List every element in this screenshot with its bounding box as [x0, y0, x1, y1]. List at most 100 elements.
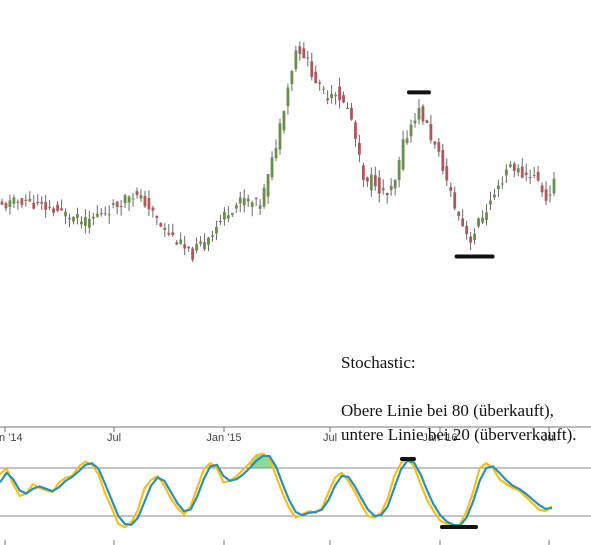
- candle-up: [489, 200, 492, 205]
- candle-up: [103, 213, 107, 215]
- candle-down: [115, 201, 119, 207]
- candle-down: [365, 177, 369, 182]
- candle-up: [485, 212, 488, 221]
- candle-up: [179, 239, 183, 244]
- candle-up: [334, 94, 337, 97]
- candle-up: [417, 107, 421, 120]
- candle-up: [274, 148, 278, 159]
- candle-down: [544, 189, 548, 201]
- candle-down: [377, 177, 381, 194]
- candle-down: [342, 95, 345, 103]
- candle-up: [68, 217, 71, 220]
- candle-down: [40, 201, 44, 204]
- candle-up: [195, 244, 198, 251]
- candle-up: [266, 174, 270, 197]
- candle-down: [318, 82, 322, 84]
- candle-up: [393, 179, 397, 189]
- candle-down: [425, 120, 429, 123]
- candle-down: [373, 175, 377, 187]
- candle-up: [111, 203, 115, 205]
- candle-up: [258, 205, 262, 209]
- candle-down: [171, 232, 175, 236]
- candle-down: [385, 193, 389, 196]
- candle-down: [135, 191, 139, 196]
- candle-up: [80, 221, 83, 225]
- candle-down: [453, 192, 457, 209]
- candle-up: [389, 185, 393, 191]
- candle-up: [83, 217, 87, 227]
- candle-down: [187, 246, 191, 249]
- candle-up: [91, 216, 95, 219]
- candle-up: [76, 214, 79, 219]
- candle-up: [64, 211, 67, 217]
- oscillator-extreme-markers: [400, 457, 478, 529]
- stochastic-annotation: Stochastic: Obere Linie bei 80 (überkauf…: [341, 327, 591, 471]
- candle-down: [155, 216, 159, 218]
- candle-down: [175, 242, 179, 245]
- candle-down: [512, 163, 516, 171]
- candle-down: [20, 198, 24, 205]
- candle-up: [12, 197, 16, 204]
- candle-up: [516, 168, 520, 173]
- candle-up: [493, 194, 496, 198]
- candle-up: [234, 205, 238, 209]
- candle-down: [469, 236, 473, 243]
- candle-up: [413, 120, 417, 124]
- price-candlestick-panel: [0, 41, 556, 262]
- candle-up: [548, 194, 552, 196]
- time-axis: Jan '14 Jul Jan '15 Jul Jan '16 Jul: [0, 426, 591, 444]
- candle-down: [52, 208, 56, 213]
- candle-up: [72, 216, 75, 222]
- candle-up: [330, 93, 334, 99]
- candle-down: [461, 218, 465, 227]
- bottom-axis-ticks: [4, 540, 550, 545]
- candle-up: [508, 164, 512, 167]
- candle-up: [203, 242, 206, 250]
- candle-down: [445, 166, 449, 181]
- candle-up: [369, 174, 373, 191]
- candle-up: [28, 199, 32, 202]
- candle-up: [270, 157, 274, 178]
- candle-down: [540, 185, 544, 193]
- candle-up: [282, 110, 286, 131]
- candle-up: [123, 195, 127, 204]
- candle-down: [520, 166, 524, 178]
- axis-tick-label: Jan '14: [0, 432, 23, 444]
- axis-tick-label: Jul: [323, 432, 337, 444]
- candle-down: [44, 202, 48, 210]
- candle-down: [167, 232, 171, 235]
- candle-down: [24, 199, 28, 201]
- candle-up: [497, 185, 500, 190]
- candle-down: [254, 197, 258, 200]
- candle-down: [191, 248, 195, 260]
- candle-down: [326, 98, 330, 101]
- candle-down: [183, 244, 187, 249]
- axis-tick-label: Jul: [107, 432, 121, 444]
- candle-up: [199, 241, 202, 244]
- candle-up: [552, 178, 556, 194]
- candle-up: [95, 213, 99, 217]
- candle-up: [286, 87, 290, 106]
- candle-down: [143, 195, 147, 207]
- candle-up: [238, 197, 242, 204]
- axis-ticks: Jan '14 Jul Jan '15 Jul Jan '16 Jul: [0, 427, 556, 444]
- candle-down: [358, 142, 361, 155]
- candle-up: [500, 183, 504, 185]
- candle-down: [429, 124, 433, 141]
- candle-down: [147, 198, 151, 210]
- stochastic-oscillator-panel: [0, 452, 591, 545]
- candle-up: [215, 226, 218, 234]
- candle-down: [457, 211, 461, 216]
- axis-tick-label: Jan '15: [206, 432, 241, 444]
- candle-up: [381, 188, 385, 191]
- axis-tick-label: Jul: [542, 432, 556, 444]
- candle-down: [298, 46, 302, 54]
- candle-down: [465, 225, 469, 235]
- candle-down: [32, 202, 36, 209]
- candle-up: [409, 124, 413, 137]
- candle-up: [87, 218, 91, 228]
- candle-down: [421, 106, 425, 122]
- candle-down: [449, 187, 453, 191]
- candle-down: [310, 61, 314, 78]
